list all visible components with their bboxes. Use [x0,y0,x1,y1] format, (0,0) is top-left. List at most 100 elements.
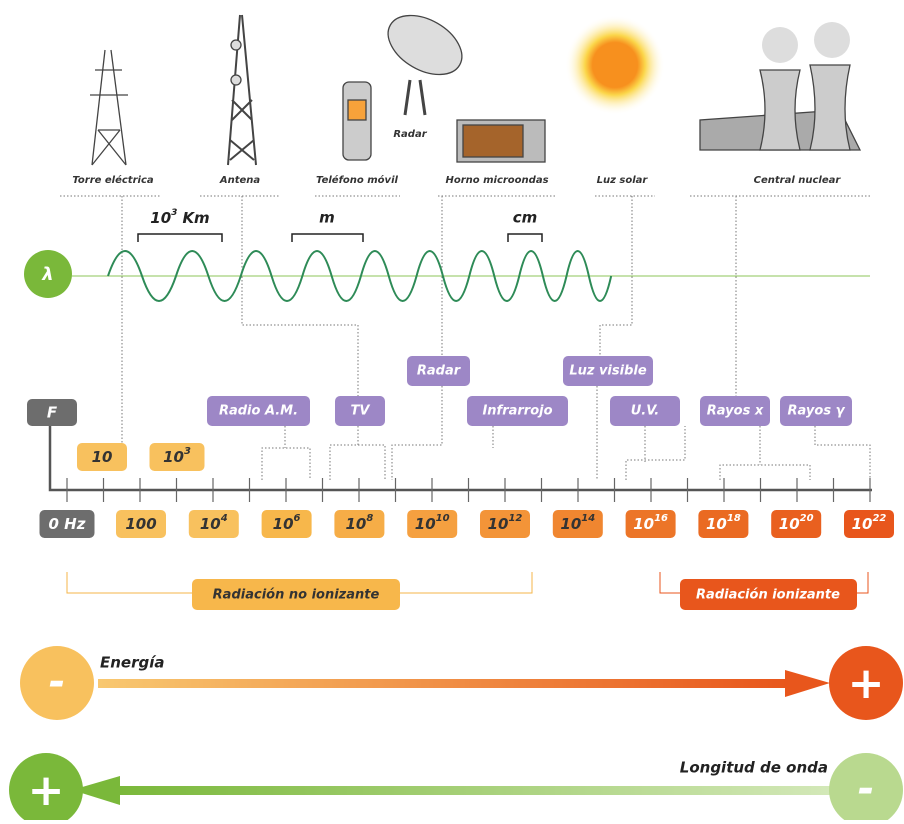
f-symbol: F [47,404,58,422]
lambda-symbol: λ [41,264,53,285]
device-label: Antena [219,175,261,186]
freq-label: 106 [273,513,301,533]
freq-box [844,510,894,538]
freq-box [261,510,312,538]
minus: - [49,659,66,705]
freq-label: 1022 [852,513,887,533]
freq-base: 0 Hz [49,515,86,533]
freq-base: 10 [273,515,294,533]
band-label: Rayos γ [788,404,846,419]
freq-box [552,510,603,538]
device-label: Radar [393,129,427,140]
freq-label: 1014 [560,513,595,533]
freq-label: 1018 [706,513,741,533]
band-box [207,396,310,426]
freq-base: 10 [852,515,873,533]
freq-box [480,510,530,538]
freq-base: 10 [200,515,221,533]
freq-box [625,510,676,538]
wave-short [829,753,903,824]
freq-exp: 16 [654,513,668,524]
band-box [335,396,385,426]
wavelength-arrow [118,786,830,795]
arrow-head [785,670,830,697]
freq-exp: 22 [872,513,886,524]
band-label: TV [351,404,371,419]
band-box [700,396,770,426]
freq-label: 108 [345,513,373,533]
device-label: Central nuclear [754,175,842,186]
freq-base: 10 [163,448,184,466]
freq-base: 100 [125,515,156,533]
freq-exp: 10 [436,513,450,524]
freq-base: 10 [345,515,366,533]
freq-exp: 3 [184,446,191,457]
freq-box [39,510,95,538]
connectors [60,195,871,480]
band-box [407,356,470,386]
freq-exp: 4 [220,513,228,524]
energy-arrow [98,679,788,688]
freq-label: 103 [163,446,191,466]
band-box [563,356,653,386]
band-label: U.V. [631,404,659,419]
freq-label: 1016 [633,513,668,533]
wave-label: cm [513,209,538,227]
device-label: Horno microondas [445,175,548,186]
lambda-badge [24,250,72,298]
freq-exp: 8 [366,513,373,524]
device-label: Teléfono móvil [316,174,398,186]
freq-box [188,510,239,538]
band-label: Rayos x [707,404,764,419]
radiation-label: Radiación ionizante [696,588,840,603]
icons [90,14,862,166]
freq-axis [48,426,872,492]
freq-base: 10 [560,515,581,533]
wave-long [9,753,83,824]
energy-label: Energía [100,654,165,672]
freq-box [334,510,385,538]
freq-exp: 14 [581,513,595,524]
freq-base: 10 [415,515,436,533]
freq-exp: 18 [727,513,741,524]
freq-label: 0 Hz [49,515,86,533]
freq-box [149,443,205,471]
freq-box [698,510,749,538]
freq-base: 10 [92,448,113,466]
freq-label: 104 [200,513,228,533]
band-box [467,396,568,426]
freq-label: 100 [125,515,156,533]
wave-label: 103 Km [150,208,209,227]
device-label: Torre eléctrica [72,174,154,186]
device-label: Luz solar [597,175,649,186]
freq-exp: 20 [800,513,814,524]
freq-base: 10 [488,515,509,533]
energy-low [20,646,94,720]
plus: + [28,765,65,816]
wave-brackets [137,233,543,242]
f-badge [27,399,77,426]
freq-base: 10 [706,515,727,533]
freq-exp: 6 [294,513,301,524]
freq-exp: 12 [508,513,522,524]
freq-label: 1020 [779,513,814,533]
band-box [610,396,680,426]
freq-base: 10 [633,515,654,533]
freq-box [77,443,127,471]
band-label: Luz visible [569,364,647,379]
band-box [780,396,852,426]
freq-box [407,510,458,538]
freq-box [116,510,166,538]
minus: - [858,766,875,812]
freq-label: 1012 [488,513,523,533]
freq-base: 10 [779,515,800,533]
freq-label: 1010 [415,513,450,533]
radiation-box [680,579,857,610]
arrow-head [72,776,120,805]
freq-box [771,510,822,538]
wave [107,250,613,302]
wavelength-label: Longitud de onda [680,759,828,777]
radiation-label: Radiación no ionizante [213,588,380,603]
band-label: Infrarrojo [482,404,552,419]
